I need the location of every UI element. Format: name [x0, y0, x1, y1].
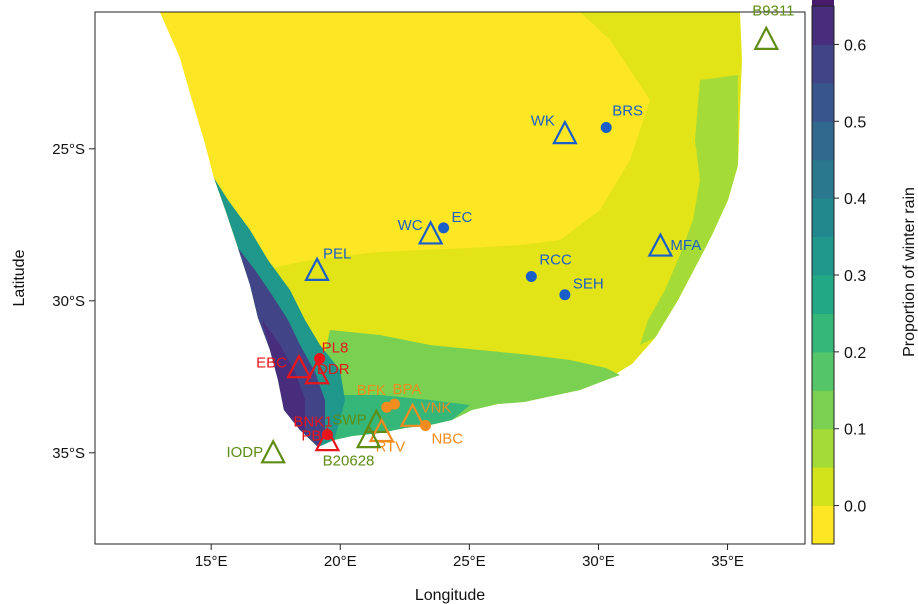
site-label: BNK1 — [293, 414, 332, 431]
land-layer — [160, 12, 742, 447]
colorbar-swatch — [812, 505, 834, 545]
site-marker-triangle — [314, 426, 341, 452]
colorbar-tick-label: 0.1 — [844, 422, 866, 439]
y-tick-label: 30°S — [52, 293, 85, 310]
site-marker-circle — [381, 401, 393, 413]
site-label: BRS — [612, 103, 643, 120]
site-marker-circle — [525, 270, 537, 282]
site-label: VNK — [421, 399, 452, 416]
colorbar-swatch — [812, 82, 834, 122]
site-marker-triangle — [355, 423, 382, 449]
colorbar-swatch — [812, 236, 834, 276]
colorbar-tick-label: 0.6 — [844, 37, 866, 54]
x-tick-label: 35°E — [711, 553, 744, 570]
x-tick-label: 20°E — [324, 553, 357, 570]
zone-west-max — [262, 320, 305, 430]
site-label: PL8 — [322, 340, 349, 357]
colorbar-tick-label: 0.3 — [844, 268, 866, 285]
zone-east-band — [640, 75, 738, 345]
site-label: B9311 — [752, 2, 794, 19]
site-marker-circle — [600, 122, 612, 134]
site-marker-triangle — [647, 232, 674, 257]
colorbar-swatch — [812, 313, 834, 353]
y-tick-label: 25°S — [52, 141, 85, 158]
site-marker-triangle — [286, 353, 312, 379]
site-label: MFA — [670, 237, 701, 254]
site-marker-circle — [559, 289, 571, 301]
colorbar: 0.0 0.1 0.2 0.3 0.4 0.5 0.6 — [811, 0, 866, 545]
site-label: PB — [301, 428, 321, 445]
site-marker-triangle — [304, 256, 330, 281]
site-marker-triangle — [417, 220, 444, 245]
zone-very-low — [160, 12, 650, 270]
site-marker-circle — [419, 419, 431, 431]
colorbar-swatch — [812, 198, 834, 238]
site-marker-triangle — [399, 402, 426, 427]
site-marker-triangle — [753, 25, 780, 50]
colorbar-swatch — [812, 275, 834, 314]
x-tick-label: 25°E — [453, 553, 486, 570]
site-label: EBC — [256, 355, 287, 372]
site-label: PEL — [323, 245, 351, 262]
x-axis: 15°E 20°E 25°E 30°E 35°E — [195, 544, 744, 570]
colorbar-label: Proportion of winter rain — [901, 187, 918, 357]
site-marker-circle — [438, 222, 450, 234]
y-axis: 25°S 30°S 35°S — [52, 141, 95, 462]
site-label: SWP — [332, 411, 366, 428]
x-tick-label: 30°E — [582, 553, 615, 570]
site-label: EC — [452, 209, 473, 226]
site-label: RCC — [539, 251, 572, 268]
map-panel: 15°E 20°E 25°E 30°E 35°E 25°S30°S35°S B9311B… — [52, 2, 806, 570]
site-marker-triangle — [260, 438, 286, 464]
map-frame — [94, 11, 806, 545]
colorbar-swatch — [812, 390, 834, 430]
colorbar-swatch — [812, 428, 834, 468]
site-label: BFK — [357, 382, 386, 399]
site-label: NBC — [431, 430, 463, 447]
site-marker-triangle — [552, 119, 578, 145]
colorbar-swatch — [812, 351, 834, 391]
site-marker-triangle — [368, 417, 395, 443]
colorbar-tick-label: 0.0 — [844, 499, 866, 516]
colorbar-tick-label: 0.2 — [844, 345, 866, 362]
site-label: BPA — [392, 381, 421, 398]
colorbar-swatch — [812, 44, 834, 84]
colorbar-swatch — [812, 467, 834, 507]
colorbar-swatch — [812, 121, 834, 161]
site-marker-circle — [321, 429, 333, 441]
x-axis-label: Longitude — [415, 587, 485, 604]
y-tick-label: 35°S — [52, 445, 85, 462]
zone-south-coast — [312, 395, 470, 447]
y-axis-label: Latitude — [11, 249, 28, 306]
site-label: B20628 — [323, 453, 375, 470]
colorbar-swatch — [812, 0, 834, 7]
colorbar-swatch — [812, 159, 834, 199]
site-marker-triangle — [304, 359, 330, 385]
site-label: WK — [531, 113, 555, 130]
site-label: RTV — [376, 439, 406, 456]
site-label: IODP — [226, 444, 263, 461]
site-label: DDR — [317, 361, 350, 378]
colorbar-tick-label: 0.5 — [844, 114, 866, 131]
colorbar-tick-label: 0.4 — [844, 191, 866, 208]
site-label: SEH — [573, 276, 604, 293]
x-tick-label: 15°E — [195, 553, 228, 570]
colorbar-swatch — [812, 6, 834, 45]
site-label: WC — [398, 217, 423, 234]
